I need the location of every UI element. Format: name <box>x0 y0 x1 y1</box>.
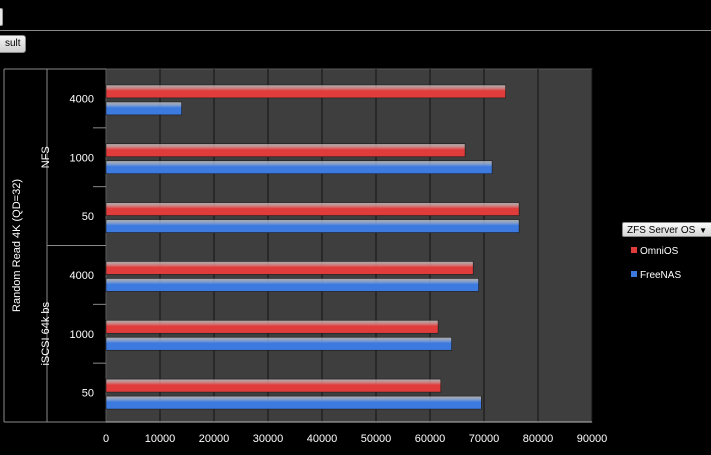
legend-label: OmniOS <box>640 246 679 257</box>
top-toolbar <box>0 0 711 31</box>
x-tick-label: 50000 <box>361 433 392 445</box>
bar-freenas-4 <box>105 336 452 351</box>
category-tick-label: 1000 <box>70 152 94 164</box>
bar-omnios-5 <box>105 378 442 393</box>
group-label: iSCSI 64k bs <box>40 301 52 365</box>
bar-freenas-1 <box>105 160 493 175</box>
x-tick-label: 30000 <box>253 433 284 445</box>
legend-item-omnios: OmniOS <box>631 246 678 258</box>
bar-freenas-3 <box>105 278 479 292</box>
x-tick-label: 80000 <box>523 433 554 445</box>
x-tick-label: 40000 <box>307 433 338 445</box>
legend-swatch-freenas <box>631 271 637 278</box>
bar-freenas-2 <box>105 219 520 233</box>
legend-swatch-omnios <box>631 247 637 254</box>
category-tick-label: 50 <box>82 388 94 400</box>
category-tick-label: 50 <box>82 211 94 223</box>
category-tick-label: 4000 <box>70 270 94 282</box>
category-tick-label: 4000 <box>70 93 94 105</box>
category-tick-label: 1000 <box>70 329 94 341</box>
chevron-down-icon: ▼ <box>699 226 707 235</box>
x-tick-label: 0 <box>103 433 109 445</box>
legend-label: FreeNAS <box>640 270 682 281</box>
legend-dropdown-label: ZFS Server OS <box>627 225 696 236</box>
x-tick-label: 70000 <box>469 433 500 445</box>
bar-omnios-3 <box>105 261 474 275</box>
y-axis-title: Random Read 4K (QD=32) <box>11 179 23 312</box>
bar-freenas-0 <box>105 101 182 116</box>
plot-area <box>105 68 593 423</box>
bar-omnios-0 <box>105 84 506 99</box>
x-tick-label: 90000 <box>577 433 608 445</box>
toolbar-tab[interactable] <box>0 8 3 26</box>
bar-omnios-4 <box>105 319 439 334</box>
legend-item-freenas: FreeNAS <box>631 270 681 282</box>
bar-omnios-2 <box>105 202 520 216</box>
x-tick-label: 10000 <box>145 433 176 445</box>
legend-filter-dropdown[interactable]: ZFS Server OS ▼ <box>622 222 711 237</box>
result-button[interactable]: sult <box>0 35 26 53</box>
x-tick-label: 60000 <box>415 433 446 445</box>
bar-freenas-5 <box>105 395 482 410</box>
x-tick-label: 20000 <box>199 433 230 445</box>
bar-omnios-1 <box>105 143 466 158</box>
group-label: NFS <box>40 146 52 168</box>
